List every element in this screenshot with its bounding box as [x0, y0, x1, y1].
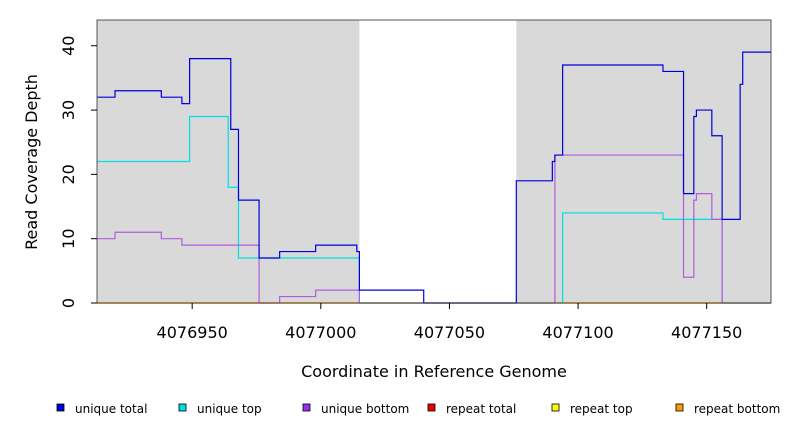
legend-swatch	[427, 403, 436, 412]
shaded-region-2	[516, 20, 771, 303]
legend-label: unique total	[75, 402, 147, 416]
legend-swatch	[178, 403, 187, 412]
y-tick-label: 20	[59, 164, 78, 184]
legend-label: unique bottom	[321, 402, 409, 416]
y-tick-label: 30	[59, 100, 78, 120]
legend-swatch	[675, 403, 684, 412]
y-axis: 0 10 20 30 40	[59, 36, 97, 308]
y-tick-label: 10	[59, 229, 78, 249]
x-axis: 4076950 4077000 4077050 4077100 4077150	[157, 303, 742, 342]
legend-label: repeat bottom	[694, 402, 780, 416]
x-tick-label: 4077100	[542, 323, 613, 342]
legend-swatch	[551, 403, 560, 412]
legend-swatch	[302, 403, 311, 412]
legend-swatch	[56, 403, 65, 412]
y-axis-title: Read Coverage Depth	[22, 74, 41, 250]
legend: unique total unique top unique bottom repea…	[56, 402, 780, 416]
x-tick-label: 4077000	[285, 323, 356, 342]
x-tick-label: 4077050	[414, 323, 485, 342]
legend-label: repeat top	[570, 402, 633, 416]
legend-label: repeat total	[446, 402, 516, 416]
x-tick-label: 4076950	[157, 323, 228, 342]
plot-frame	[96, 19, 772, 304]
series-unique-bottom-line	[97, 154, 771, 304]
legend-label: unique top	[197, 402, 262, 416]
x-tick-label: 4077150	[671, 323, 742, 342]
y-tick-label: 0	[59, 298, 78, 308]
x-axis-title: Coordinate in Reference Genome	[301, 362, 567, 381]
y-tick-label: 40	[59, 36, 78, 56]
